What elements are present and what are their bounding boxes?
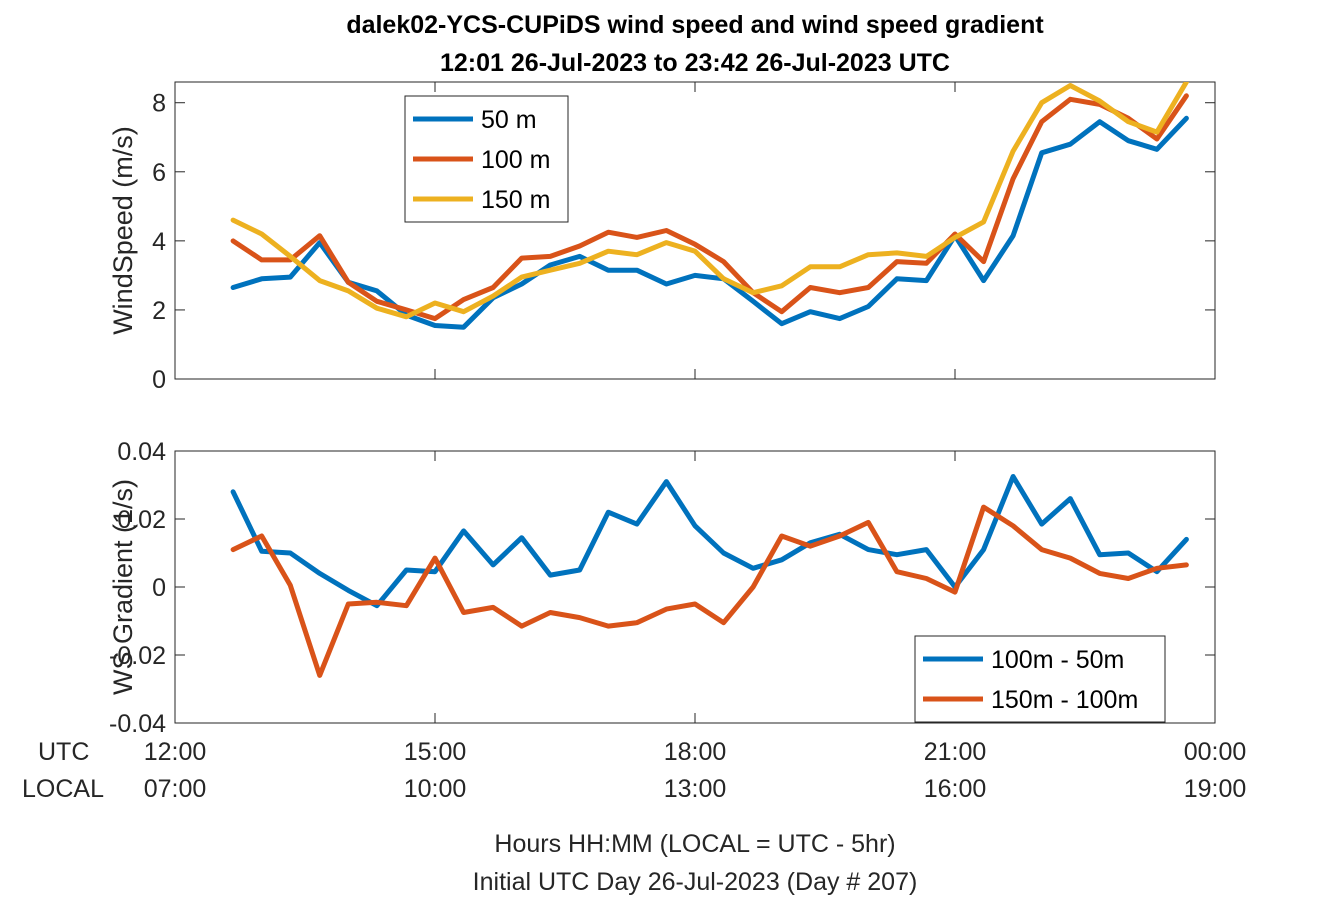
- x-tick-label-utc: 21:00: [924, 738, 987, 766]
- legend-label: 100m - 50m: [991, 646, 1124, 674]
- chart-title-line1: dalek02-YCS-CUPiDS wind speed and wind s…: [346, 11, 1044, 39]
- legend-label: 100 m: [481, 146, 550, 174]
- x-tick-label-utc: 00:00: [1184, 738, 1247, 766]
- ws-series-line-0: [230, 115, 1189, 330]
- y-tick-label: 8: [152, 90, 166, 118]
- ws-series-line-1: [230, 93, 1189, 322]
- legend-box: [914, 635, 1166, 723]
- grad-series-line-0: [230, 474, 1189, 609]
- chart-title-line2: 12:01 26-Jul-2023 to 23:42 26-Jul-2023 U…: [440, 49, 950, 77]
- y-tick-label: 0: [152, 574, 166, 602]
- y-tick-label: 0.02: [117, 506, 166, 534]
- legend-label: 150m - 100m: [991, 686, 1138, 714]
- x-tick-label-local: 10:00: [404, 775, 467, 803]
- x-axis-label-line2: Initial UTC Day 26-Jul-2023 (Day # 207): [473, 868, 918, 896]
- y-tick-label: 2: [152, 297, 166, 325]
- grad-series-line-1: [230, 504, 1189, 678]
- y-axis-label: WindSpeed (m/s): [108, 126, 138, 335]
- x-tick-label-utc: 12:00: [144, 738, 207, 766]
- x-axis-label-line1: Hours HH:MM (LOCAL = UTC - 5hr): [494, 830, 895, 858]
- y-tick-label: 0.04: [117, 438, 166, 466]
- y-tick-label: 0: [152, 366, 166, 394]
- x-tick-label-utc: 15:00: [404, 738, 467, 766]
- y-tick-label: -0.04: [109, 710, 166, 738]
- y-tick-label: 4: [152, 228, 166, 256]
- legend-label: 150 m: [481, 186, 550, 214]
- x-tick-label-local: 16:00: [924, 775, 987, 803]
- windspeed-panel: 0 2 4 6 8 WindSpeed (m/s) 50 m 100 m 150 m: [108, 81, 1216, 394]
- y-tick-label: -0.02: [109, 642, 166, 670]
- x-tick-label-local: 19:00: [1184, 775, 1247, 803]
- utc-row-label: UTC: [38, 738, 89, 766]
- legend-label: 50 m: [481, 106, 537, 134]
- axes-box: [174, 81, 1216, 380]
- gradient-panel: -0.04 -0.02 0 0.02 0.04 12:00 07:00 15:00 10:00 1…: [108, 438, 1246, 803]
- x-tick-label-utc: 18:00: [664, 738, 727, 766]
- local-row-label: LOCAL: [22, 775, 104, 803]
- x-tick-label-local: 13:00: [664, 775, 727, 803]
- ws-series-line-2: [230, 82, 1189, 320]
- x-tick-label-local: 07:00: [144, 775, 207, 803]
- y-tick-label: 6: [152, 159, 166, 187]
- y-axis-label: WS Gradient (1/s): [108, 479, 138, 695]
